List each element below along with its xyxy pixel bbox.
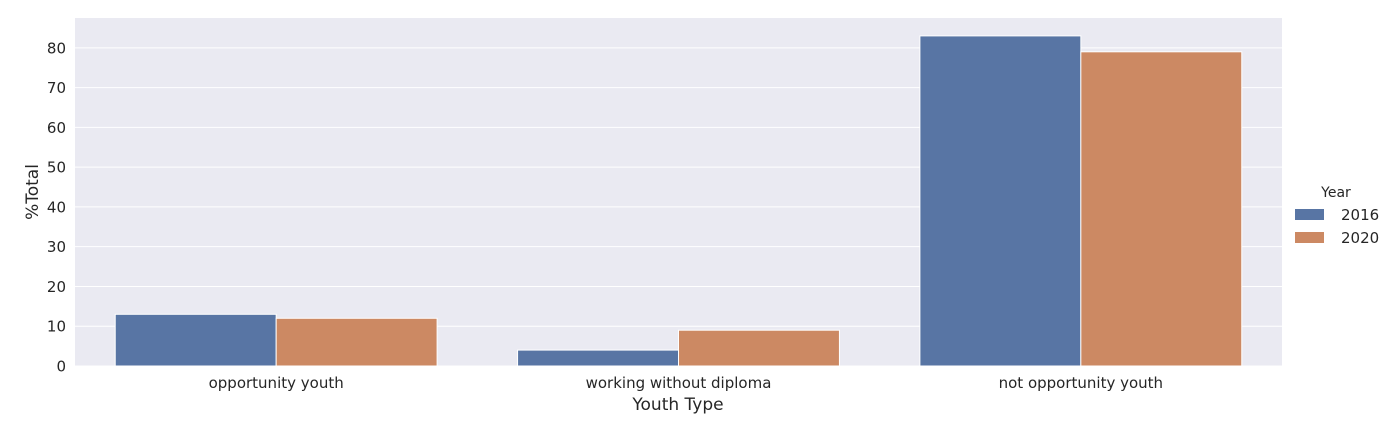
x-axis-label: Youth Type <box>631 395 723 415</box>
x-tick-label: opportunity youth <box>209 374 344 392</box>
x-tick-labels: opportunity youth working without diploma… <box>209 374 1163 392</box>
y-tick-label: 40 <box>47 198 66 216</box>
legend-label-2020: 2020 <box>1341 229 1379 247</box>
legend: Year 2016 2020 <box>1295 185 1379 247</box>
legend-label-2016: 2016 <box>1341 206 1379 224</box>
bar-2016-0 <box>114 313 277 367</box>
y-tick-label: 10 <box>47 318 66 336</box>
y-tick-label: 0 <box>56 358 66 376</box>
y-tick-label: 20 <box>47 278 66 296</box>
legend-swatch-2016 <box>1295 209 1324 220</box>
legend-title: Year <box>1320 185 1351 201</box>
bar-2020-1 <box>678 329 840 367</box>
y-tick-label: 50 <box>47 159 66 177</box>
x-tick-label: not opportunity youth <box>999 374 1163 392</box>
y-tick-label: 60 <box>47 119 66 137</box>
bars <box>114 35 1243 367</box>
y-axis-label: %Total <box>23 164 43 220</box>
x-tick-label: working without diploma <box>586 374 772 392</box>
bar-2016-1 <box>517 349 679 367</box>
y-tick-label: 30 <box>47 238 66 256</box>
y-tick-label: 80 <box>47 39 66 57</box>
legend-swatch-2020 <box>1295 232 1324 243</box>
bar-2020-0 <box>275 317 438 367</box>
y-tick-labels: 0 10 20 30 40 50 60 70 80 <box>47 39 66 375</box>
bar-2016-2 <box>919 35 1082 367</box>
y-tick-label: 70 <box>47 79 66 97</box>
bar-2020-2 <box>1080 51 1243 367</box>
